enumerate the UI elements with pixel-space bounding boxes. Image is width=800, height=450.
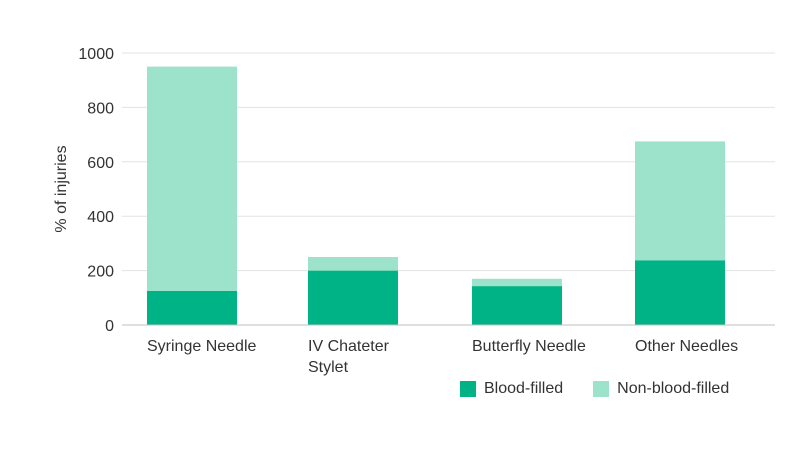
x-category-label: Butterfly Needle bbox=[472, 338, 586, 355]
y-axis-title: % of injuries bbox=[53, 145, 70, 232]
legend-swatch-non-blood-filled bbox=[593, 381, 610, 397]
x-category-label-line: Syringe Needle bbox=[147, 338, 257, 355]
y-tick-label: 800 bbox=[87, 100, 114, 117]
x-category-label: IV Chateter Stylet bbox=[308, 338, 390, 376]
bars bbox=[147, 66, 725, 325]
legend-label-non-blood-filled: Non-blood-filled bbox=[617, 380, 730, 397]
x-category-label-line: Butterfly Needle bbox=[472, 338, 586, 355]
y-axis-ticks: 0 200 400 600 800 1000 bbox=[78, 46, 114, 335]
bar-segment-non-blood-filled bbox=[147, 66, 237, 291]
x-category-label: Syringe Needle bbox=[147, 338, 257, 355]
legend-item-blood-filled: Blood-filled bbox=[460, 380, 563, 398]
y-tick-label: 0 bbox=[105, 318, 114, 335]
legend-swatch-blood-filled bbox=[460, 381, 476, 397]
x-category-label: Other Needles bbox=[635, 338, 738, 355]
legend: Blood-filled Non-blood-filled bbox=[460, 380, 729, 398]
bar-segment-blood-filled bbox=[147, 291, 237, 325]
y-tick-label: 200 bbox=[87, 264, 114, 281]
bar-segment-non-blood-filled bbox=[308, 257, 398, 271]
bar-segment-blood-filled bbox=[472, 286, 562, 325]
legend-item-non-blood-filled: Non-blood-filled bbox=[593, 380, 729, 398]
legend-label-blood-filled: Blood-filled bbox=[484, 380, 564, 397]
y-tick-label: 1000 bbox=[78, 46, 114, 63]
bar-segment-blood-filled bbox=[308, 270, 398, 325]
x-category-label-line: IV Chateter bbox=[308, 338, 390, 355]
x-category-label-line: Stylet bbox=[308, 359, 349, 376]
y-tick-label: 600 bbox=[87, 155, 114, 172]
bar-segment-non-blood-filled bbox=[472, 278, 562, 287]
bar-segment-blood-filled bbox=[635, 260, 725, 325]
bar-segment-non-blood-filled bbox=[635, 141, 725, 261]
x-category-label-line: Other Needles bbox=[635, 338, 738, 355]
x-axis-labels: Syringe Needle IV Chateter Stylet Butterfly… bbox=[147, 338, 738, 376]
y-tick-label: 400 bbox=[87, 209, 114, 226]
